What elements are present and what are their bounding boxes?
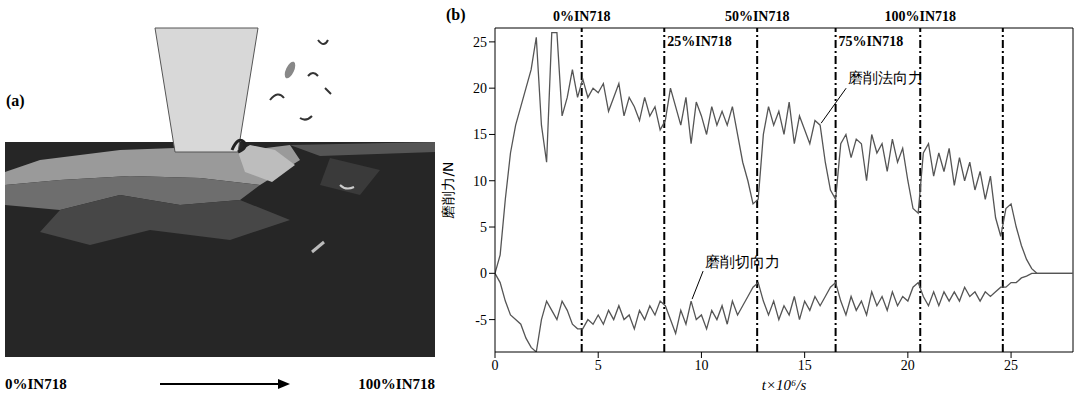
svg-text:20: 20 xyxy=(473,81,487,96)
svg-text:25: 25 xyxy=(1004,358,1018,373)
svg-text:5: 5 xyxy=(595,358,602,373)
svg-text:15: 15 xyxy=(798,358,812,373)
svg-text:75%IN718: 75%IN718 xyxy=(839,34,904,49)
svg-text:50%IN718: 50%IN718 xyxy=(725,9,790,24)
svg-text:5: 5 xyxy=(480,220,487,235)
svg-text:0%IN718: 0%IN718 xyxy=(5,376,67,392)
svg-text:磨削法向力: 磨削法向力 xyxy=(848,69,923,87)
svg-text:-5: -5 xyxy=(475,313,487,328)
svg-text:15: 15 xyxy=(473,127,487,142)
svg-text:0: 0 xyxy=(480,266,487,281)
svg-text:10: 10 xyxy=(694,358,708,373)
svg-text:25: 25 xyxy=(473,35,487,50)
svg-text:t×10⁶/s: t×10⁶/s xyxy=(762,377,807,392)
html-text:(b): (b) xyxy=(446,6,466,23)
svg-text:磨削切向力: 磨削切向力 xyxy=(705,253,780,271)
svg-text:磨削力/N: 磨削力/N xyxy=(440,161,456,218)
svg-text:0: 0 xyxy=(492,358,499,373)
svg-text:100%IN718: 100%IN718 xyxy=(884,9,956,24)
svg-text:20: 20 xyxy=(901,358,915,373)
svg-text:100%IN718: 100%IN718 xyxy=(358,376,435,392)
svg-text:0%IN718: 0%IN718 xyxy=(553,9,611,24)
svg-text:(a): (a) xyxy=(6,92,25,110)
svg-text:25%IN718: 25%IN718 xyxy=(667,34,732,49)
svg-text:10: 10 xyxy=(473,174,487,189)
